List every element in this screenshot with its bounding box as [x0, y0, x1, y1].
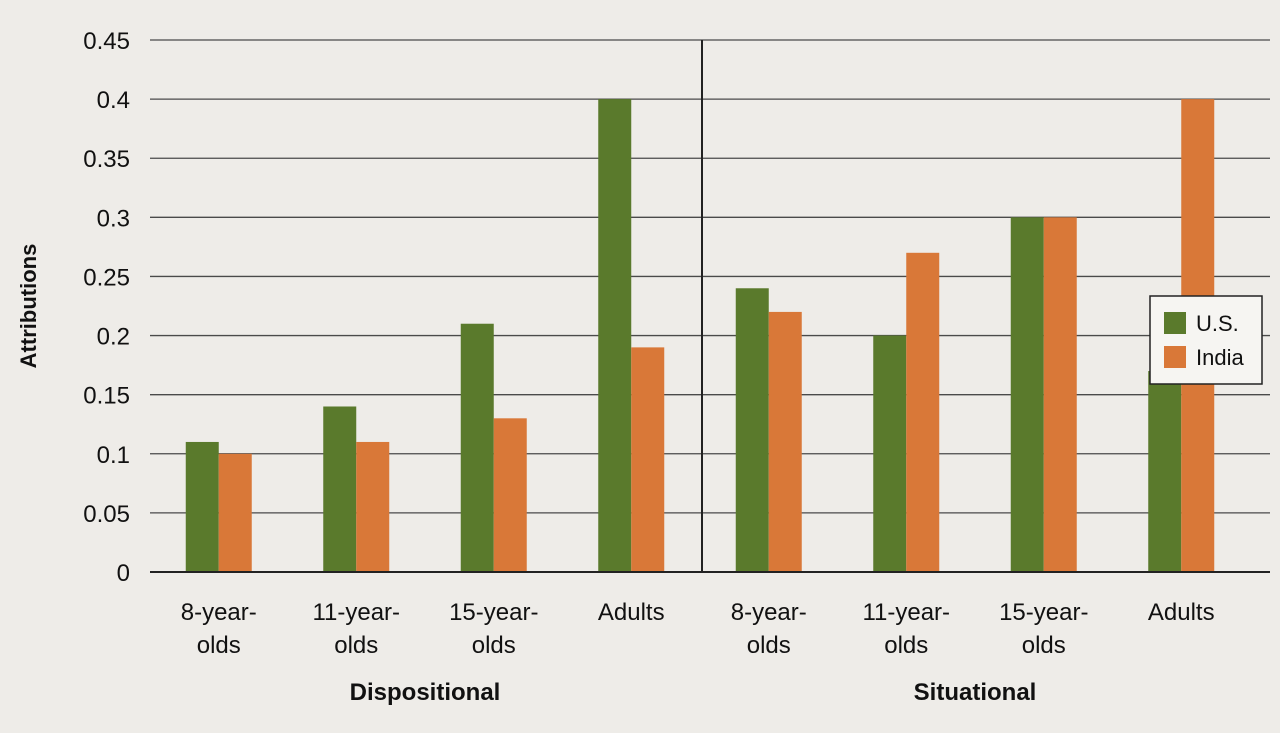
- legend-label: India: [1196, 345, 1244, 370]
- bar-india-5: [906, 252, 940, 573]
- y-tick-label: 0.2: [97, 324, 130, 351]
- legend-box: [1149, 295, 1263, 385]
- bar-us-3: [598, 99, 632, 572]
- bar-india-0: [218, 453, 252, 572]
- bar-india-1: [356, 441, 390, 572]
- bar-us-5: [873, 335, 907, 572]
- group-label: Dispositional: [350, 679, 501, 706]
- y-tick-label: 0.3: [97, 205, 130, 232]
- x-tick-label: 15-year-olds: [999, 599, 1088, 659]
- legend-label: U.S.: [1196, 311, 1239, 336]
- bar-us-0: [185, 441, 219, 572]
- x-tick-label: 8-year-olds: [731, 599, 807, 659]
- y-tick-label: 0: [117, 560, 130, 587]
- x-tick-label: 11-year-olds: [862, 599, 950, 659]
- x-tick-label: 15-year-olds: [449, 599, 538, 659]
- y-tick-label: 0.25: [83, 264, 130, 291]
- y-tick-label: 0.35: [83, 146, 130, 173]
- bar-india-3: [631, 347, 665, 572]
- group-label: Situational: [914, 679, 1037, 706]
- x-tick-label: 8-year-olds: [181, 599, 257, 659]
- x-tick-label: 11-year-olds: [312, 599, 400, 659]
- legend-swatch-us: [1164, 312, 1186, 334]
- x-tick-label-line: 8-year-: [731, 599, 807, 626]
- x-tick-label: Adults: [1148, 599, 1215, 626]
- bar-us-4: [735, 288, 769, 572]
- bar-india-6: [1043, 217, 1077, 573]
- x-tick-label: Adults: [598, 599, 665, 626]
- y-tick-label: 0.1: [97, 442, 130, 469]
- legend-swatch-india: [1164, 346, 1186, 368]
- x-tick-label-line: Adults: [598, 599, 665, 626]
- y-axis-label: Attributions: [16, 244, 41, 369]
- x-tick-label-line: olds: [884, 632, 928, 659]
- x-tick-label-line: olds: [197, 632, 241, 659]
- x-tick-label-line: 11-year-: [862, 599, 950, 626]
- bar-india-4: [768, 311, 802, 572]
- x-tick-label-line: olds: [747, 632, 791, 659]
- y-tick-label: 0.4: [97, 87, 130, 114]
- bar-us-2: [460, 323, 494, 572]
- bar-us-1: [323, 406, 357, 572]
- bar-india-2: [493, 418, 527, 572]
- x-tick-label-line: 8-year-: [181, 599, 257, 626]
- x-tick-label-line: olds: [334, 632, 378, 659]
- x-tick-label-line: 15-year-: [449, 599, 538, 626]
- x-tick-label-line: 15-year-: [999, 599, 1088, 626]
- y-tick-label: 0.45: [83, 28, 130, 55]
- x-tick-label-line: olds: [1022, 632, 1066, 659]
- x-tick-label-line: olds: [472, 632, 516, 659]
- x-tick-label-line: Adults: [1148, 599, 1215, 626]
- y-tick-label: 0.05: [83, 501, 130, 528]
- bar-us-7: [1148, 371, 1182, 572]
- y-tick-label: 0.15: [83, 383, 130, 410]
- bar-us-6: [1010, 217, 1044, 573]
- x-tick-label-line: 11-year-: [312, 599, 400, 626]
